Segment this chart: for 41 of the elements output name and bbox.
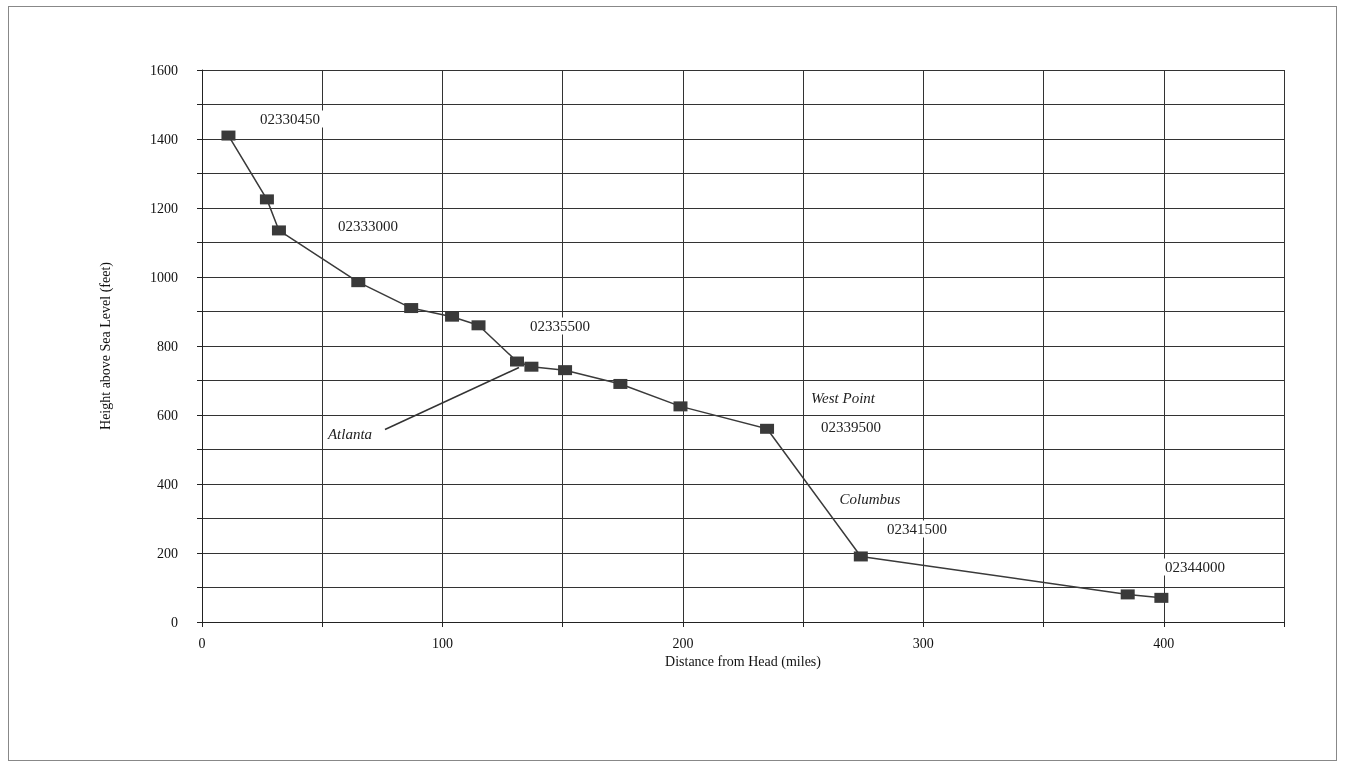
- point: [509, 356, 524, 367]
- point: [558, 365, 573, 376]
- y-tick-label: 1000: [150, 269, 178, 285]
- annotation: West Point: [810, 390, 876, 406]
- point: [471, 320, 486, 331]
- annotation: 02333000: [338, 218, 398, 234]
- x-tick-label: 300: [912, 635, 934, 651]
- x-tick-label: 200: [672, 635, 694, 651]
- y-tick-label: 600: [157, 407, 178, 423]
- point: [221, 130, 236, 141]
- annotation: Atlanta: [326, 425, 373, 442]
- x-tick-label: 100: [431, 635, 453, 651]
- point: [524, 361, 539, 372]
- point: [271, 225, 286, 236]
- point: [760, 423, 775, 434]
- y-tick-label: 1600: [150, 62, 178, 78]
- y-tick-label: 800: [157, 338, 178, 354]
- point: [673, 401, 688, 412]
- x-tick-label: 0: [198, 635, 206, 651]
- y-tick-label: 1200: [150, 200, 178, 216]
- annotation: 02339500: [821, 419, 881, 435]
- point: [1154, 592, 1169, 603]
- point: [259, 194, 274, 205]
- point: [351, 277, 366, 288]
- annotation: 02330450: [260, 111, 320, 127]
- annotation: 02341500: [887, 521, 947, 537]
- y-axis-title: Height above Sea Level (feet): [97, 261, 114, 430]
- y-tick-label: 200: [157, 545, 178, 561]
- annotation: 02335500: [530, 318, 590, 334]
- point: [613, 378, 628, 389]
- point: [404, 303, 419, 314]
- y-tick-label: 400: [157, 476, 178, 492]
- x-axis-title: Distance from Head (miles): [665, 654, 822, 671]
- annotation: 02344000: [1165, 559, 1225, 575]
- point: [853, 551, 868, 562]
- point: [1120, 589, 1135, 600]
- y-tick-label: 0: [171, 614, 178, 630]
- point: [445, 311, 460, 322]
- annotation: Columbus: [839, 491, 901, 507]
- x-tick-label: 400: [1153, 635, 1175, 651]
- y-tick-label: 1400: [150, 131, 178, 147]
